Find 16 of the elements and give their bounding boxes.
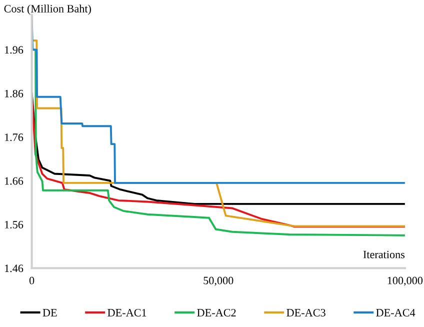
legend-label: DE-AC4: [376, 308, 416, 316]
y-axis-title: Cost (Million Baht): [4, 4, 91, 15]
legend-label: DE: [42, 309, 57, 316]
y-tick-label: 1.46: [5, 264, 24, 272]
x-tick-label: 100,000: [388, 276, 423, 286]
y-tick-label: 1.76: [5, 134, 24, 142]
legend-label: DE-AC1: [108, 308, 146, 316]
y-tick-label: 1.86: [5, 90, 24, 98]
x-tick-label: 50,000: [204, 276, 234, 286]
legend-label: DE-AC2: [197, 308, 236, 316]
y-tick-label: 1.66: [5, 177, 24, 185]
y-tick-label: 1.56: [5, 220, 24, 228]
legend-label: DE-AC3: [286, 308, 326, 316]
y-tick-label: 1.96: [5, 46, 24, 54]
x-tick-label: 0: [29, 276, 34, 284]
x-axis-title: Iterations: [363, 250, 405, 258]
